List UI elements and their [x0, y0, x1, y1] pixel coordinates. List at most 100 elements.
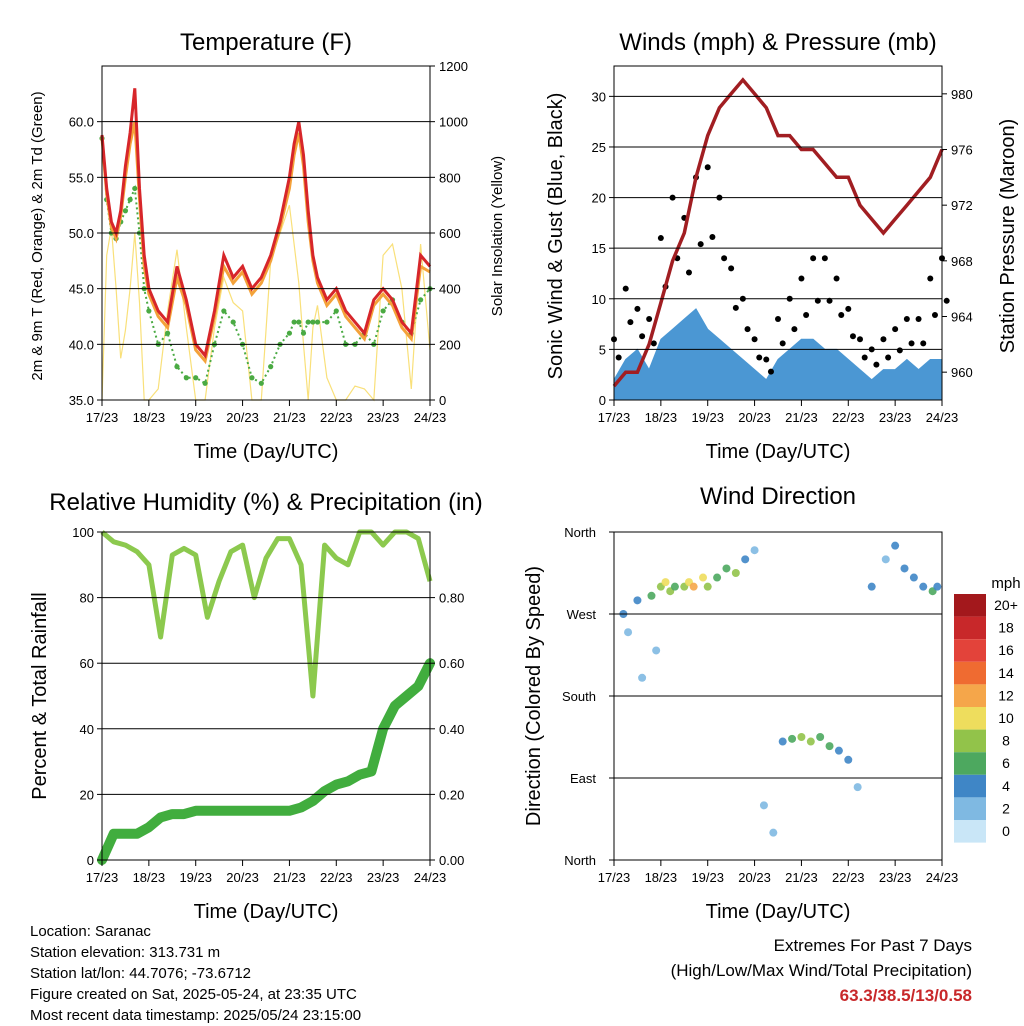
- winds-ytick-label: 5: [599, 342, 606, 357]
- gust-point: [685, 269, 692, 276]
- colorbar-label: 0: [1002, 823, 1010, 839]
- direction-point: [699, 573, 708, 582]
- gust-point: [908, 340, 915, 347]
- colorbar-label: 10: [998, 710, 1014, 726]
- winds-xtick-label: 17/23: [598, 410, 631, 425]
- direction-xtick-label: 18/23: [645, 870, 678, 885]
- humidity-panel-title: Relative Humidity (%) & Precipitation (i…: [49, 489, 482, 516]
- temperature-ytick-label: 45.0: [69, 282, 94, 297]
- temperature-ytick-label: 35.0: [69, 393, 94, 408]
- winds-xtick-label: 22/23: [832, 410, 865, 425]
- gust-point: [767, 368, 774, 375]
- gust-point: [721, 255, 728, 262]
- gust-point: [896, 347, 903, 354]
- temperature-xtick-label: 20/23: [226, 410, 259, 425]
- direction-point: [703, 582, 712, 591]
- colorbar-label: 2: [1002, 800, 1010, 816]
- direction-x-label: Time (Day/UTC): [706, 901, 851, 923]
- dewpoint-line: [101, 138, 431, 385]
- colorbar-label: 20+: [994, 597, 1018, 613]
- winds-panel-title: Winds (mph) & Pressure (mb): [619, 29, 936, 56]
- gust-point: [838, 311, 845, 318]
- station-info: Location: Saranac Station elevation: 313…: [30, 921, 361, 1026]
- gust-point: [650, 340, 657, 347]
- humidity-ytick-label: 20: [80, 787, 94, 802]
- temperature-y2tick-label: 1200: [439, 59, 468, 74]
- gust-point: [728, 265, 735, 272]
- temperature-ytick-label: 50.0: [69, 226, 94, 241]
- colorbar-swatch: [954, 661, 986, 685]
- winds-ytick-label: 20: [592, 191, 606, 206]
- direction-point: [661, 578, 670, 587]
- created-text: Figure created on Sat, 2025-05-24, at 23…: [30, 986, 357, 1003]
- direction-point: [624, 628, 633, 637]
- direction-point: [759, 801, 768, 810]
- gust-point: [732, 304, 739, 311]
- direction-xtick-label: 22/23: [832, 870, 865, 885]
- colorbar-swatch: [954, 639, 986, 662]
- direction-point: [900, 564, 909, 573]
- temperature-y2-label: Solar Insolation (Yellow): [489, 156, 506, 316]
- gust-point: [763, 356, 770, 363]
- direction-point: [797, 733, 806, 741]
- winds-y-label: Sonic Wind & Gust (Blue, Black): [545, 93, 567, 380]
- gust-point: [615, 354, 622, 361]
- gust-point: [627, 319, 634, 326]
- temperature-y2tick-label: 200: [439, 337, 461, 352]
- temperature-y2tick-label: 400: [439, 282, 461, 297]
- direction-point: [881, 555, 890, 564]
- direction-point: [769, 828, 778, 837]
- gust-point: [751, 336, 758, 343]
- direction-point: [670, 582, 679, 591]
- gust-point: [697, 241, 704, 248]
- winds-xtick-label: 19/23: [691, 410, 724, 425]
- winds-y2tick-label: 960: [951, 365, 973, 380]
- direction-point: [816, 733, 825, 741]
- humidity-ytick-label: 0: [87, 853, 94, 868]
- humidity-xtick-label: 24/23: [414, 870, 447, 885]
- gust-point: [704, 164, 711, 171]
- temperature-frame: [101, 65, 431, 401]
- winds-y2tick-label: 972: [951, 198, 973, 213]
- temperature-y-label: 2m & 9m T (Red, Orange) & 2m Td (Green): [29, 91, 46, 380]
- direction-point: [689, 582, 698, 591]
- temperature-xtick-label: 22/23: [320, 410, 353, 425]
- location-text: Location: Saranac: [30, 923, 151, 940]
- colorbar-swatch: [954, 729, 986, 753]
- temperature-xtick-label: 23/23: [367, 410, 400, 425]
- gust-point: [709, 234, 716, 241]
- humidity-ytick-label: 80: [80, 591, 94, 606]
- humidity-ytick-label: 60: [80, 656, 94, 671]
- direction-ytick-label: West: [567, 607, 597, 622]
- colorbar-label: 18: [998, 620, 1014, 636]
- gust-point: [849, 333, 856, 340]
- direction-point: [713, 573, 722, 582]
- gust-point: [639, 333, 646, 340]
- direction-frame: [613, 531, 943, 861]
- dewpoint-point: [230, 319, 236, 325]
- humidity-xtick-label: 22/23: [320, 870, 353, 885]
- direction-point: [652, 646, 661, 655]
- winds-ytick-label: 30: [592, 89, 606, 104]
- winds-y2tick-label: 964: [951, 310, 973, 325]
- winds-y2tick-label: 976: [951, 143, 973, 158]
- colorbar-swatch: [954, 774, 986, 798]
- temperature-xtick-label: 24/23: [414, 410, 447, 425]
- direction-ytick-label: North: [564, 525, 596, 540]
- gust-point: [821, 255, 828, 262]
- gust-point: [885, 354, 892, 361]
- winds-xtick-label: 20/23: [738, 410, 771, 425]
- temperature-ytick-label: 40.0: [69, 337, 94, 352]
- dewpoint-point: [418, 297, 424, 303]
- gust-point: [798, 275, 805, 282]
- winds-y2tick-label: 980: [951, 87, 973, 102]
- gust-point: [845, 305, 852, 312]
- direction-point: [891, 541, 900, 550]
- sonic-wind-area: [613, 308, 943, 401]
- direction-point: [919, 582, 928, 591]
- direction-point: [778, 737, 787, 746]
- gust-point: [873, 361, 880, 368]
- direction-point: [788, 734, 797, 743]
- temperature-xtick-label: 18/23: [133, 410, 166, 425]
- gust-point: [903, 316, 910, 323]
